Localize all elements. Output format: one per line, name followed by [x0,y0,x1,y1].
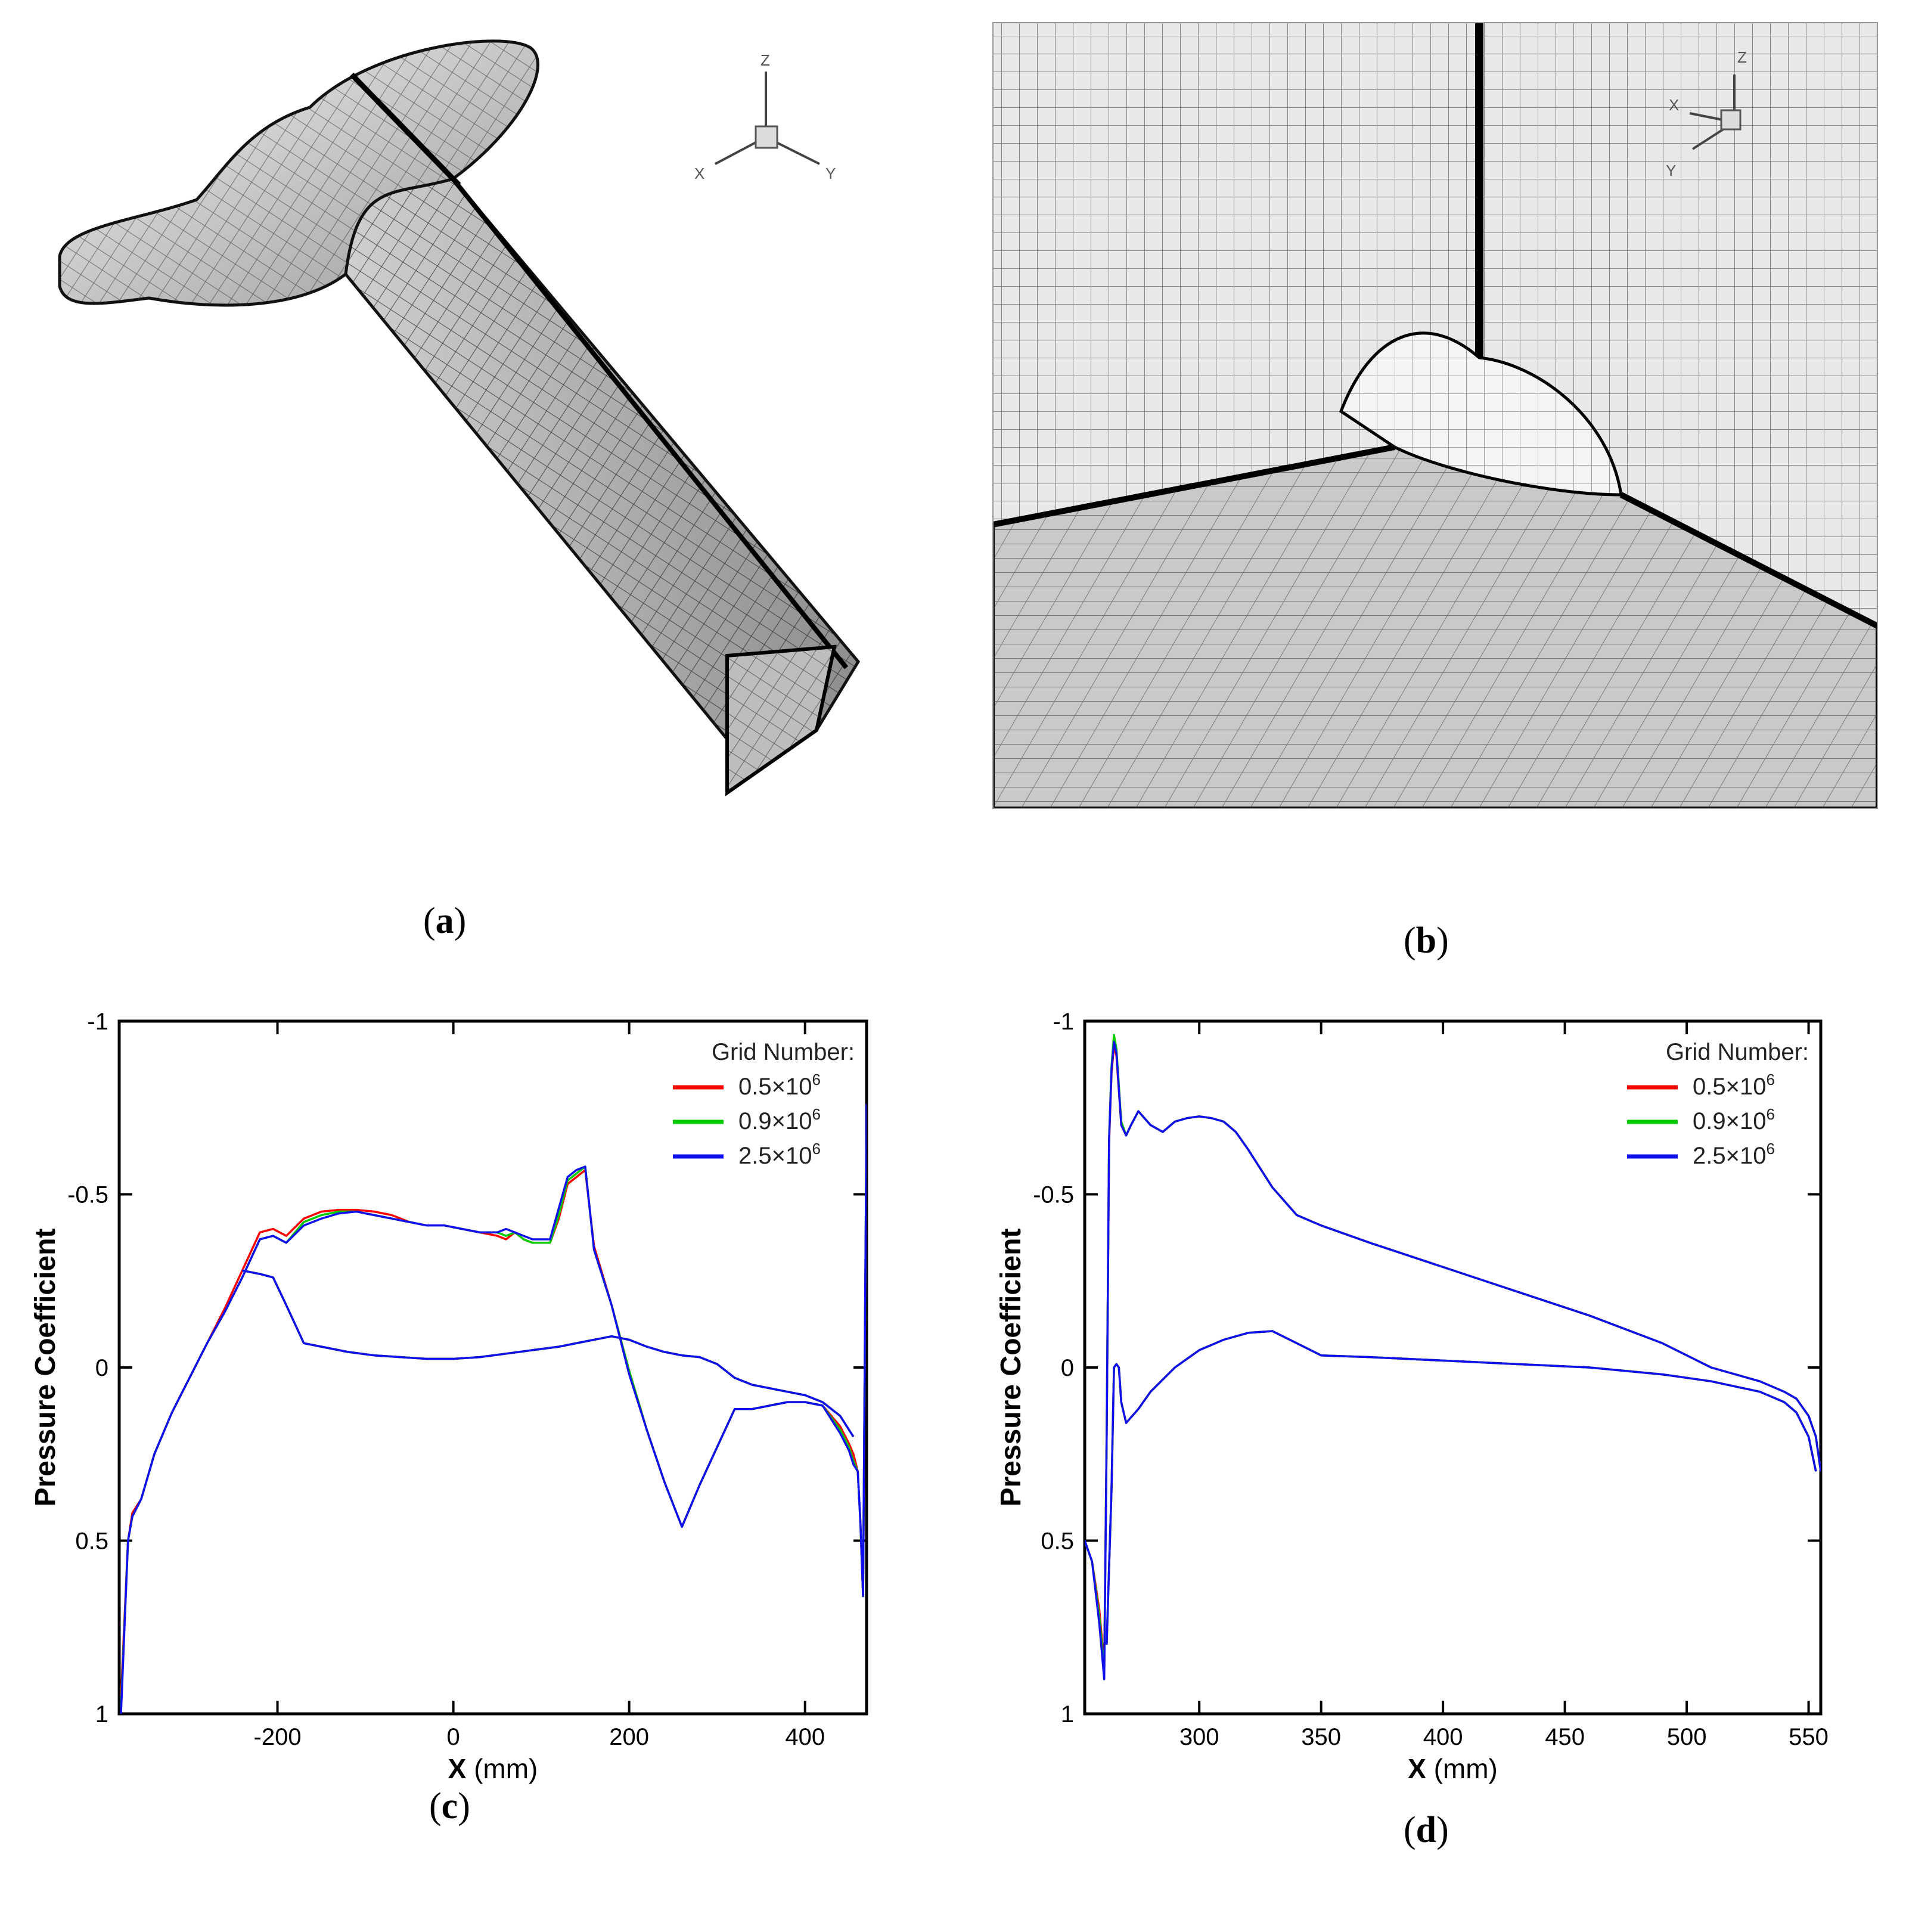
mesh-head-grid [60,41,538,305]
series-line-5 [242,1269,855,1438]
y-axis-label: Pressure Coefficient [30,1229,61,1507]
mesh-strut-grid [346,167,858,739]
mesh-floor-edge [1619,492,1877,629]
axis-triad-b-x-label: X [1669,96,1679,114]
axis-triad-x-label: X [694,165,704,182]
x-tick-label: 450 [1545,1724,1585,1750]
panel-label-a: (a) [423,901,466,941]
series-group [1085,1034,1821,1680]
y-tick-label: -1 [1053,1009,1074,1035]
axis-triad-z-label: Z [760,51,770,69]
legend-entry-0: 0.5×106 [738,1071,821,1100]
y-tick-label: -0.5 [67,1182,108,1208]
panel-b-mesh-closeup: Z X Y [993,23,1877,808]
series-line-2 [1085,1041,1821,1680]
mesh-edge [451,177,849,669]
y-tick-label: 1 [95,1701,108,1728]
series-line-4 [1106,1330,1817,1645]
mesh-end-cap-grid [727,647,834,793]
series-line-2 [120,1104,867,1714]
mesh-floor-edge-left [993,444,1395,528]
y-axis-label: Pressure Coefficient [995,1229,1027,1507]
series-line-4 [242,1269,855,1438]
series-line-3 [242,1269,855,1438]
y-tick-label: 0.5 [1041,1528,1074,1555]
legend-entry-2: 2.5×106 [738,1140,821,1169]
x-tick-label: 400 [785,1724,825,1750]
y-tick-label: 0.5 [75,1528,108,1555]
panel-label-c: (c) [429,1786,470,1826]
x-tick-label: 400 [1423,1724,1463,1750]
series-line-5 [1106,1330,1817,1645]
y-tick-label: -1 [87,1009,108,1035]
x-tick-label: 0 [446,1724,460,1750]
legend-entry-0: 0.5×106 [1693,1071,1775,1100]
series-group [120,1104,867,1714]
x-tick-label: 300 [1179,1724,1219,1750]
x-tick-label: 550 [1789,1724,1829,1750]
axis-triad-b-y-label: Y [1666,162,1676,179]
legend-entry-1: 0.9×106 [1693,1105,1775,1134]
y-tick-label: 0 [1061,1355,1074,1381]
legend-title: Grid Number: [1666,1039,1809,1065]
axis-triad-y-label: Y [825,165,836,182]
axis-triad-b-z-label: Z [1737,48,1747,66]
legend-entry-2: 2.5×106 [1693,1140,1775,1169]
axis-triad-a: Z X Y [694,51,836,182]
chart-d-pressure-coefficient: -1 -0.5 0 0.5 1 300 350 400 450 500 550 X (mm) Press… [995,1009,1829,1784]
series-line-0 [120,1118,867,1697]
y-tick-label: -0.5 [1033,1182,1074,1208]
series-line-0 [1085,1044,1821,1667]
x-axis-label: X (mm) [1408,1753,1498,1784]
panel-label-d: (d) [1404,1810,1449,1850]
x-tick-label: -200 [254,1724,302,1750]
x-axis-label: X (mm) [448,1753,538,1784]
chart-c-pressure-coefficient: -1 -0.5 0 0.5 1 -200 0 200 400 X (mm) Pressure Coe… [30,1009,868,1784]
y-tick-label: 1 [1061,1701,1074,1728]
series-line-3 [1106,1330,1817,1645]
panel-a-mesh-view: Z X Y [58,39,861,796]
y-tick-label: 0 [95,1355,108,1381]
x-tick-label: 350 [1301,1724,1341,1750]
legend-entry-1: 0.9×106 [738,1105,821,1134]
axis-triad-b: Z X Y [1666,48,1747,179]
panel-label-b: (b) [1404,920,1449,961]
mesh-head-seam [349,72,461,187]
x-tick-label: 200 [609,1724,649,1750]
mesh-floor-grid [993,447,1877,808]
legend-title: Grid Number: [712,1039,855,1065]
x-tick-label: 500 [1667,1724,1707,1750]
